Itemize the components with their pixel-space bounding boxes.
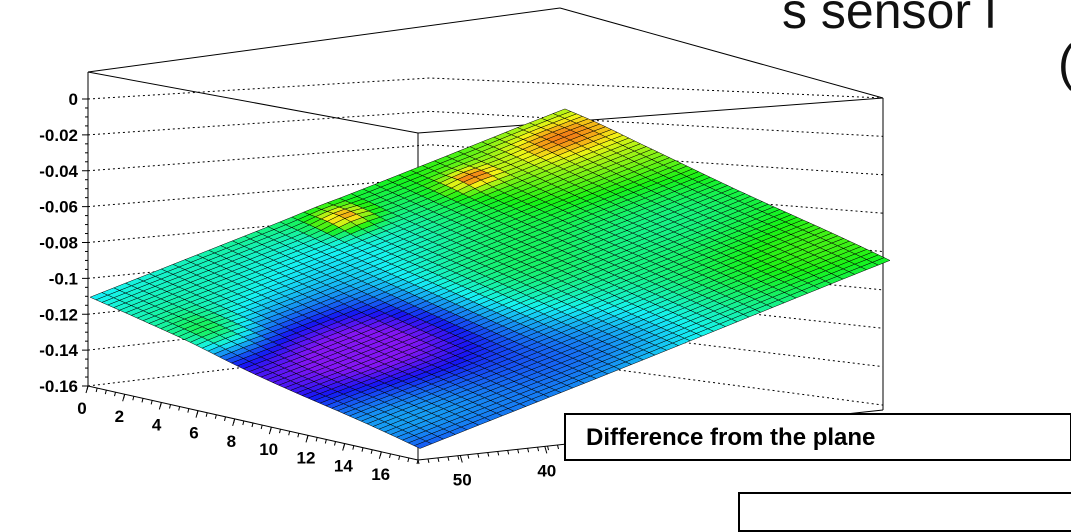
x-tick-label: 0 (77, 399, 86, 418)
surface-cell (552, 108, 572, 117)
frame-top-right (559, 7, 884, 99)
x-minor-tick (260, 424, 263, 430)
slide-heading-line-1: s sensor l (782, 0, 996, 39)
y-minor-tick (447, 456, 450, 461)
x-minor-tick (150, 400, 153, 405)
z-tick-label: -0.02 (39, 126, 78, 145)
x-minor-tick (187, 408, 190, 413)
x-tick-label: 12 (297, 448, 316, 467)
x-minor-tick (279, 429, 281, 434)
x-minor-tick (205, 412, 208, 417)
stats-box (738, 492, 1071, 532)
z-tick-label: -0.12 (39, 305, 78, 324)
x-minor-tick (123, 394, 126, 399)
y-tick-label: 50 (453, 470, 472, 489)
y-minor-tick (537, 447, 540, 452)
y-minor-tick (547, 445, 550, 451)
x-minor-tick (334, 441, 336, 446)
x-minor-tick (214, 414, 217, 419)
x-tick-label: 8 (227, 432, 236, 451)
x-minor-tick (370, 449, 373, 454)
x-tick-label: 6 (189, 424, 198, 443)
x-tick-label: 16 (371, 465, 390, 484)
x-minor-tick (224, 416, 226, 421)
z-tick-labels: 0 -0.02 -0.04 -0.06 -0.08 -0.1 -0.12 -0.14 -0.16 (39, 90, 88, 396)
x-tick-label: 2 (115, 407, 124, 426)
z-gridline (87, 110, 884, 137)
x-minor-tick (104, 389, 107, 395)
y-minor-tick (527, 448, 530, 453)
y-minor-tick (517, 449, 520, 454)
surface-plot: 0 -0.02 -0.04 -0.06 -0.08 -0.1 -0.12 -0.14 -0.16… (39, 7, 891, 489)
x-minor-tick (178, 406, 181, 411)
y-tick-labels: 50 40 (417, 444, 559, 489)
z-tick-label: -0.14 (39, 341, 78, 360)
x-minor-tick (132, 396, 135, 401)
x-minor-tick (297, 433, 300, 438)
slide-heading-line-2: ( (1058, 38, 1071, 88)
x-tick-label: 10 (259, 440, 278, 459)
y-minor-tick (467, 454, 470, 459)
y-tick-mark (544, 446, 548, 454)
x-minor-tick (361, 447, 364, 452)
x-minor-tick (86, 385, 89, 391)
x-minor-tick (95, 387, 98, 393)
x-minor-tick (324, 439, 327, 444)
z-tick-label: -0.06 (39, 198, 78, 217)
x-minor-tick (114, 392, 116, 397)
y-tick-mark (459, 455, 463, 463)
y-minor-tick (457, 455, 460, 460)
x-minor-tick (306, 435, 309, 440)
z-tick-label: -0.08 (39, 234, 78, 253)
y-minor-tick (507, 450, 510, 455)
y-minor-tick (487, 452, 490, 457)
x-tick-label: 14 (334, 457, 353, 476)
y-minor-tick (497, 451, 500, 456)
z-tick-label: -0.04 (39, 162, 78, 181)
x-tick-label: 4 (152, 415, 162, 434)
x-minor-tick (141, 398, 144, 403)
x-minor-tick (398, 455, 401, 461)
y-minor-tick (427, 458, 430, 464)
x-minor-tick (251, 422, 254, 428)
x-minor-tick (288, 431, 291, 436)
surface-mesh (89, 108, 891, 449)
title-box: Difference from the plane (564, 413, 1071, 461)
x-minor-tick (379, 451, 382, 456)
y-minor-tick (437, 457, 440, 462)
z-gridline (87, 144, 884, 176)
z-tick-label: -0.16 (39, 377, 78, 396)
y-minor-tick (557, 444, 559, 450)
x-minor-tick (407, 457, 410, 463)
x-minor-tick (315, 437, 318, 442)
y-minor-tick (417, 459, 420, 465)
x-minor-tick (169, 404, 171, 409)
frame-top-left (87, 7, 561, 73)
x-minor-tick (352, 445, 355, 450)
x-minor-tick (159, 402, 162, 407)
frame-top-front-right (417, 97, 884, 134)
x-minor-tick (343, 443, 346, 448)
x-minor-tick (389, 453, 391, 458)
y-tick-label: 40 (537, 461, 556, 480)
chart-title: Difference from the plane (586, 424, 876, 451)
x-minor-tick (269, 426, 272, 432)
x-minor-tick (196, 410, 199, 415)
x-minor-tick (242, 420, 245, 426)
x-minor-tick (233, 418, 236, 424)
frame-top-front (87, 71, 419, 134)
z-gridline (87, 77, 884, 100)
z-tick-label: 0 (69, 90, 78, 109)
z-tick-label: -0.1 (49, 269, 78, 288)
x-tick-labels: 0 2 4 6 8 10 12 14 16 (77, 385, 419, 484)
y-minor-tick (477, 453, 480, 458)
